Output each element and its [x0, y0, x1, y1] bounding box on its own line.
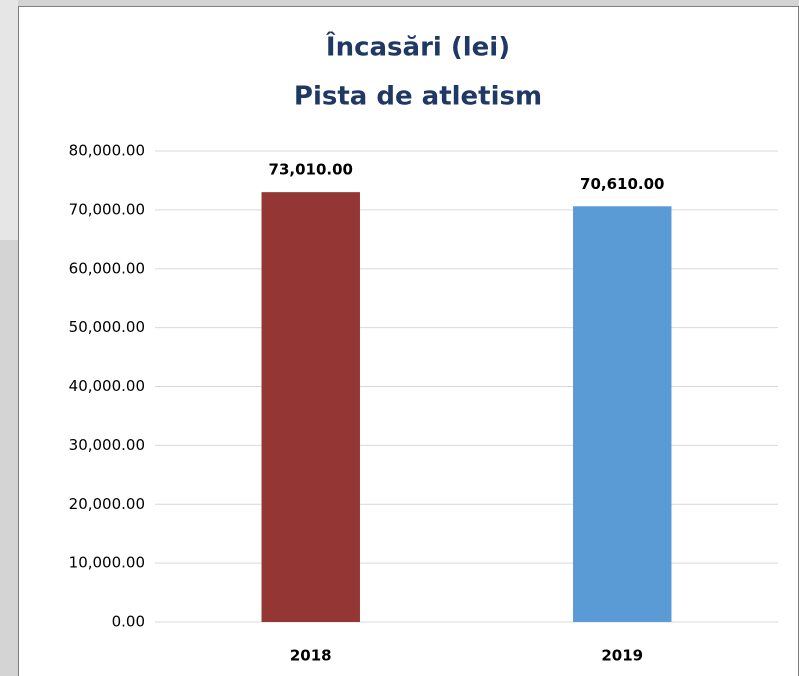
y-tick-label: 10,000.00 — [69, 554, 145, 572]
y-tick-label: 20,000.00 — [69, 495, 145, 513]
x-tick-label: 2019 — [601, 647, 643, 665]
y-tick-label: 60,000.00 — [69, 259, 145, 277]
bar — [573, 206, 672, 622]
chart-subtitle: Pista de atletism — [294, 82, 542, 112]
side-strip — [0, 0, 18, 240]
y-tick-label: 30,000.00 — [69, 436, 145, 454]
value-label: 73,010.00 — [269, 161, 353, 179]
y-tick-label: 80,000.00 — [69, 142, 145, 160]
y-tick-label: 40,000.00 — [69, 377, 145, 395]
y-tick-label: 70,000.00 — [69, 200, 145, 218]
chart-title: Încasări (lei) — [326, 31, 510, 63]
value-label: 70,610.00 — [580, 175, 664, 193]
x-tick-label: 2018 — [290, 647, 332, 665]
bar — [261, 192, 360, 622]
y-tick-label: 50,000.00 — [69, 318, 145, 336]
y-tick-label: 0.00 — [112, 613, 145, 631]
